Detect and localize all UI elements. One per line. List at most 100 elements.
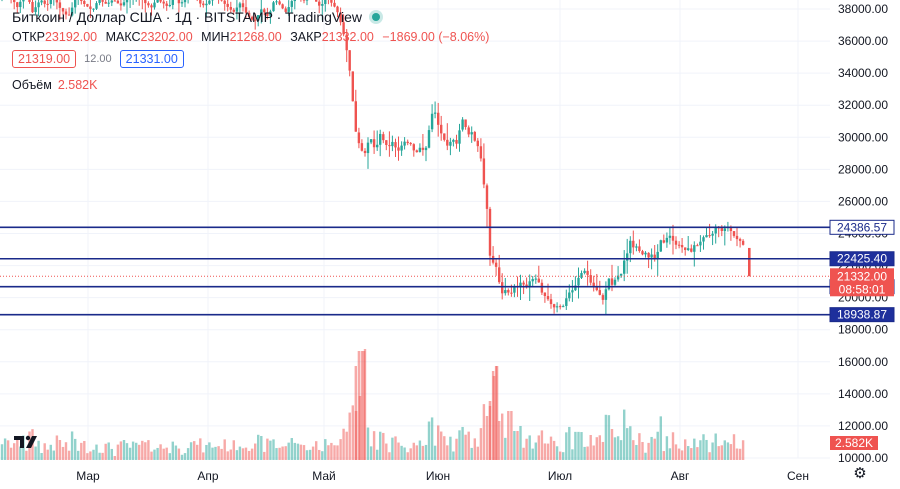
volume-spike <box>495 366 499 461</box>
volume-bar <box>141 440 144 461</box>
candle-body <box>555 306 559 308</box>
x-tick-label: Апр <box>197 469 219 483</box>
candle-body <box>95 3 98 9</box>
volume-bar <box>40 453 43 461</box>
volume-bar <box>693 438 696 461</box>
volume-bar <box>275 448 278 461</box>
volume-bar <box>278 447 281 461</box>
candle-body <box>543 292 547 297</box>
volume-bar <box>647 442 650 461</box>
volume-bar <box>369 446 373 461</box>
volume-bar <box>83 440 86 461</box>
last-price-tag <box>830 268 894 297</box>
open-value: 23192.00 <box>44 30 98 44</box>
volume-bar <box>336 445 339 461</box>
tradingview-logo-icon[interactable] <box>12 432 42 452</box>
candle-body <box>626 253 629 261</box>
candle-body <box>632 240 635 248</box>
candle-body <box>647 252 650 258</box>
y-tick-label: 32000.00 <box>838 98 888 112</box>
candle-body <box>400 145 403 151</box>
volume-bar <box>238 446 242 461</box>
volume-bar <box>458 430 461 461</box>
horizontal-levels[interactable] <box>0 226 830 316</box>
candle-body <box>583 270 586 273</box>
candle-body <box>208 0 211 4</box>
candle-body <box>110 0 113 3</box>
volume-bar <box>196 444 199 461</box>
candle-body <box>183 0 187 3</box>
close-label: ЗАКР <box>290 30 322 44</box>
candle-body <box>284 8 287 12</box>
volume-bar <box>513 431 516 461</box>
volume-bar <box>122 440 126 461</box>
candle-body <box>467 127 470 135</box>
buy-button[interactable]: 21331.00 <box>119 50 184 68</box>
volume-bar <box>272 439 275 461</box>
candle-body <box>318 1 321 6</box>
symbol-title: Биткоин / Доллар США · 1Д · BITSTAMP · T… <box>12 9 362 25</box>
candle-body <box>144 0 147 4</box>
candle-body <box>607 278 611 290</box>
volume-bar <box>80 442 83 461</box>
candle-body <box>708 235 711 237</box>
candle-body <box>293 0 296 2</box>
level-price-tag <box>829 307 895 323</box>
volume-bar <box>281 446 284 461</box>
trade-buttons-row: 21319.00 12.00 21331.00 <box>12 50 494 68</box>
high-value: 23202.00 <box>140 30 193 44</box>
volume-bar <box>302 445 306 461</box>
volume-bar <box>131 441 135 461</box>
volume-bar <box>284 446 287 461</box>
sell-button[interactable]: 21319.00 <box>12 50 77 68</box>
candle-body <box>433 112 437 114</box>
candle-body <box>92 8 95 10</box>
candle-body <box>339 12 342 23</box>
candle-body <box>199 0 202 4</box>
y-tick-label: 18000.00 <box>838 323 888 337</box>
volume-bar <box>552 440 556 461</box>
candle-body <box>116 0 120 4</box>
candle-body <box>153 2 156 8</box>
volume-bar <box>449 436 452 461</box>
low-value: 21268.00 <box>229 30 282 44</box>
volume-bar <box>318 449 321 461</box>
candle-body <box>629 240 632 254</box>
candle-body <box>677 244 681 246</box>
candle-body <box>220 0 223 1</box>
volume-bar <box>604 414 608 461</box>
candle-body <box>113 0 116 2</box>
volume-bar <box>110 448 113 461</box>
volume-bar <box>61 446 65 461</box>
symbol-title-row[interactable]: Биткоин / Доллар США · 1Д · BITSTAMP · T… <box>12 8 494 26</box>
y-tick-label: 30000.00 <box>838 130 888 144</box>
candle-body <box>415 150 418 153</box>
y-tick-label: 36000.00 <box>838 34 888 48</box>
volume-bar <box>677 448 681 461</box>
level-price-tag <box>829 251 895 267</box>
chart-grid <box>0 0 830 459</box>
volume-bar <box>266 438 269 461</box>
volume-bar <box>339 439 342 461</box>
volume-legend[interactable]: Объём 2.582K <box>12 78 494 92</box>
candle-body <box>104 1 107 4</box>
candle-body <box>574 285 577 291</box>
candle-body <box>229 6 232 10</box>
volume-bar <box>366 427 370 461</box>
candle-body <box>418 147 422 152</box>
time-axis[interactable]: Мар Апр Май Июн Июл Авг Сен <box>0 460 830 489</box>
level-price-tag <box>829 219 895 235</box>
candle-body <box>238 3 242 8</box>
candle-body <box>28 0 31 2</box>
candle-body <box>70 7 74 16</box>
gear-icon[interactable]: ⚙ <box>853 465 867 482</box>
candle-body <box>31 1 34 13</box>
candle-body <box>504 290 507 294</box>
volume-bar <box>589 435 592 461</box>
volume-bar <box>186 448 190 461</box>
volume-bar <box>638 433 641 461</box>
candle-body <box>501 282 504 294</box>
volume-bar <box>31 429 34 461</box>
candle-body <box>665 237 669 243</box>
